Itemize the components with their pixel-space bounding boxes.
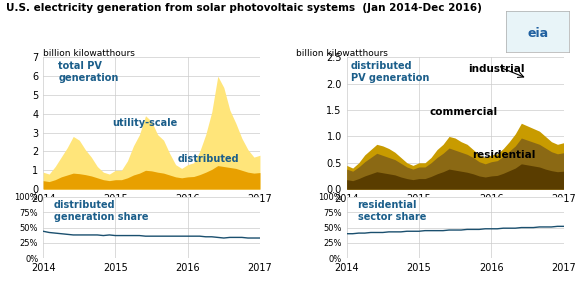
Text: industrial: industrial [468,64,524,74]
Text: residential
sector share: residential sector share [358,200,426,222]
Text: utility-scale: utility-scale [113,118,178,128]
Text: commercial: commercial [429,107,497,117]
Text: billion kilowatthours: billion kilowatthours [43,49,135,58]
Text: U.S. electricity generation from solar photovoltaic systems  (Jan 2014-Dec 2016): U.S. electricity generation from solar p… [6,3,482,13]
Text: residential: residential [473,150,536,160]
Text: distributed
generation share: distributed generation share [54,200,148,222]
Text: distributed: distributed [178,154,239,164]
Text: billion kilowatthours: billion kilowatthours [296,49,388,58]
Text: distributed
PV generation: distributed PV generation [351,61,430,83]
Text: total PV
generation: total PV generation [58,61,118,83]
Text: eia: eia [527,27,548,40]
